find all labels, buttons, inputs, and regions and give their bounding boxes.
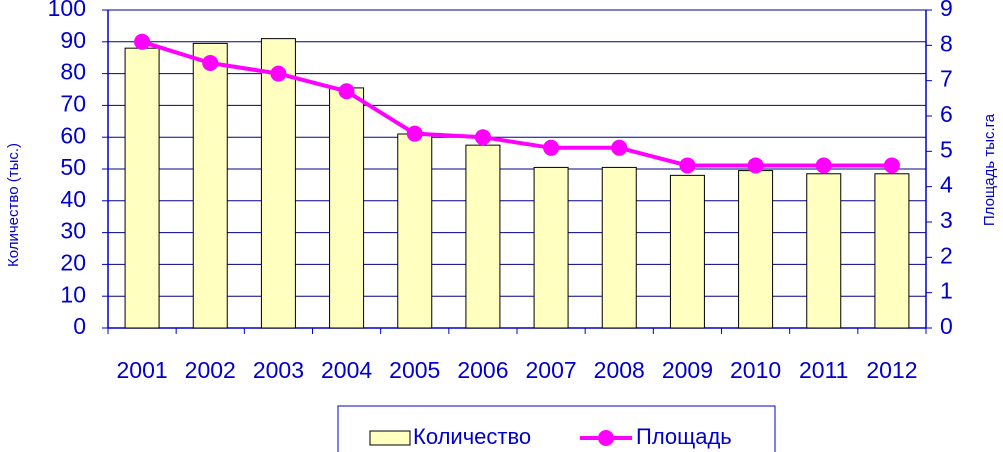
bar [533, 166, 569, 329]
y2-tick-label: 4 [940, 172, 953, 198]
x-tick-label: 2002 [185, 357, 236, 383]
y-tick-label: 80 [60, 59, 86, 85]
x-tick-label: 2009 [662, 357, 713, 383]
y-tick-label: 0 [73, 313, 86, 339]
bar [806, 173, 842, 329]
y-tick-label: 20 [60, 249, 86, 275]
bar [192, 42, 228, 329]
y-tick-label: 100 [48, 0, 86, 21]
y-tick-label: 90 [60, 27, 86, 53]
bar [260, 38, 296, 329]
line-marker [338, 83, 355, 100]
y2-tick-label: 7 [940, 66, 953, 92]
line-marker [679, 157, 696, 174]
x-tick-label: 2007 [525, 357, 576, 383]
legend-swatch [369, 430, 411, 446]
bar [124, 47, 160, 329]
legend-box [337, 405, 776, 452]
bar [874, 173, 910, 329]
line-marker [883, 157, 900, 174]
bar [601, 166, 637, 329]
y2-tick-label: 9 [940, 0, 953, 21]
y-tick-label: 10 [60, 281, 86, 307]
legend-label: Площадь [636, 424, 732, 449]
y2-tick-label: 0 [940, 313, 953, 339]
y2-tick-label: 1 [940, 278, 953, 304]
y2-tick-label: 3 [940, 207, 953, 233]
line-marker [270, 65, 287, 82]
line-marker [815, 157, 832, 174]
y2-tick-label: 8 [940, 30, 953, 56]
x-tick-label: 2011 [799, 357, 848, 383]
y2-tick-label: 6 [940, 101, 953, 127]
x-tick-label: 2006 [457, 357, 508, 383]
x-tick-label: 2012 [866, 357, 917, 383]
bar [738, 170, 774, 329]
y-tick-label: 50 [60, 154, 86, 180]
y-tick-label: 30 [60, 218, 86, 244]
y2-axis-title: Площадь тыс.га [981, 113, 998, 226]
line-marker [406, 125, 423, 142]
y-tick-label: 70 [60, 90, 86, 116]
x-tick-label: 2003 [253, 357, 304, 383]
line-marker [543, 139, 560, 156]
bar [669, 174, 705, 329]
line-marker [474, 129, 491, 146]
bar [465, 144, 501, 329]
legend-swatch-marker [598, 430, 614, 446]
y-tick-label: 60 [60, 122, 86, 148]
line [141, 39, 892, 168]
line-marker [747, 157, 764, 174]
bar [397, 133, 433, 329]
y-axis-title: Количество (тыс.) [5, 143, 22, 267]
line-marker [611, 139, 628, 156]
line-marker [134, 33, 151, 50]
x-tick-label: 2001 [116, 357, 167, 383]
x-tick-label: 2010 [730, 357, 781, 383]
bar [329, 87, 365, 329]
legend-label: Количество [413, 424, 531, 449]
x-tick-label: 2004 [321, 357, 372, 383]
y-tick-label: 40 [60, 186, 86, 212]
x-tick-label: 2005 [389, 357, 440, 383]
x-tick-label: 2008 [594, 357, 645, 383]
y2-tick-label: 5 [940, 136, 953, 162]
line-marker [202, 55, 219, 71]
y2-tick-label: 2 [940, 242, 953, 268]
